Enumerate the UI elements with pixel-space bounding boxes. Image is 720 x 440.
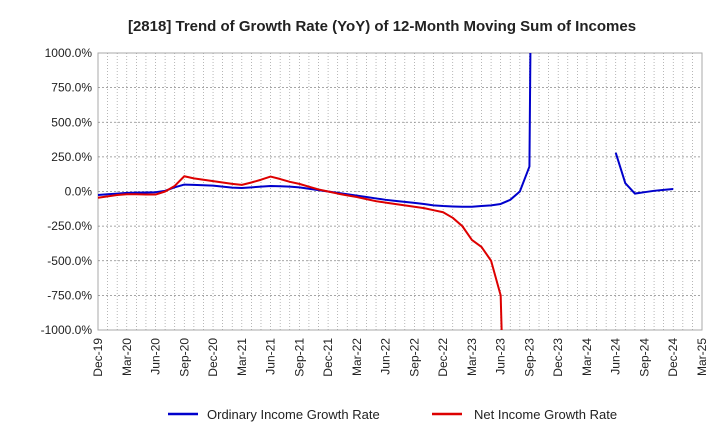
x-tick-label: Sep-22 <box>407 338 421 377</box>
x-tick-label: Sep-23 <box>522 338 536 377</box>
x-tick-label: Sep-21 <box>292 338 306 377</box>
x-tick-label: Jun-21 <box>264 338 278 375</box>
y-tick-label: -500.0% <box>47 254 92 268</box>
x-tick-label: Dec-23 <box>551 338 565 377</box>
y-tick-label: -750.0% <box>47 288 92 302</box>
x-tick-label: Jun-20 <box>149 338 163 375</box>
x-tick-label: Dec-21 <box>321 338 335 377</box>
series-line-ordinary-income <box>614 152 674 195</box>
x-tick-label: Mar-20 <box>120 338 134 376</box>
legend-label: Ordinary Income Growth Rate <box>207 407 380 422</box>
x-tick-label: Mar-23 <box>465 338 479 376</box>
grid <box>97 52 703 331</box>
chart-title: [2818] Trend of Growth Rate (YoY) of 12-… <box>128 18 636 35</box>
y-tick-label: 1000.0% <box>45 46 93 60</box>
y-tick-label: 500.0% <box>51 115 92 129</box>
series-line-net-income <box>97 175 503 331</box>
x-tick-label: Jun-24 <box>609 338 623 375</box>
y-tick-label: 750.0% <box>51 81 92 95</box>
x-tick-label: Mar-21 <box>235 338 249 376</box>
y-tick-label: -250.0% <box>47 219 92 233</box>
series-lines <box>97 52 674 331</box>
legend: Ordinary Income Growth Rate Net Income Gr… <box>168 407 617 422</box>
x-tick-label: Dec-24 <box>666 338 680 377</box>
x-tick-label: Jun-22 <box>379 338 393 375</box>
x-tick-label: Sep-24 <box>637 338 651 377</box>
x-tick-label: Dec-22 <box>436 338 450 377</box>
axes: 1000.0% 750.0% 500.0% 250.0% 0.0% -250.0% -500… <box>41 46 709 377</box>
x-tick-label: Dec-19 <box>91 338 105 377</box>
x-tick-label: Mar-22 <box>350 338 364 376</box>
x-tick-label: Jun-23 <box>494 338 508 375</box>
legend-label: Net Income Growth Rate <box>474 407 617 422</box>
x-tick-label: Mar-25 <box>695 338 709 376</box>
x-tick-label: Dec-20 <box>206 338 220 377</box>
x-tick-label: Mar-24 <box>580 338 594 376</box>
x-tick-label: Sep-20 <box>177 338 191 377</box>
y-tick-label: -1000.0% <box>41 323 93 337</box>
y-tick-label: 0.0% <box>65 185 93 199</box>
y-tick-label: 250.0% <box>51 150 92 164</box>
